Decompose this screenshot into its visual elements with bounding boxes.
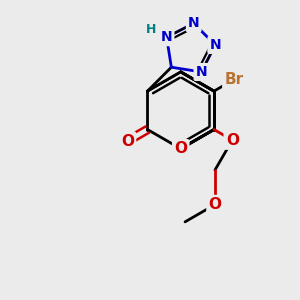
Text: O: O	[121, 134, 134, 148]
Text: H: H	[146, 23, 156, 36]
Text: Br: Br	[224, 72, 244, 87]
Text: O: O	[208, 197, 221, 212]
Text: N: N	[161, 30, 172, 44]
Text: N: N	[188, 16, 200, 30]
Text: N: N	[209, 38, 221, 52]
Text: O: O	[226, 133, 239, 148]
Text: N: N	[196, 65, 207, 79]
Text: O: O	[174, 141, 187, 156]
